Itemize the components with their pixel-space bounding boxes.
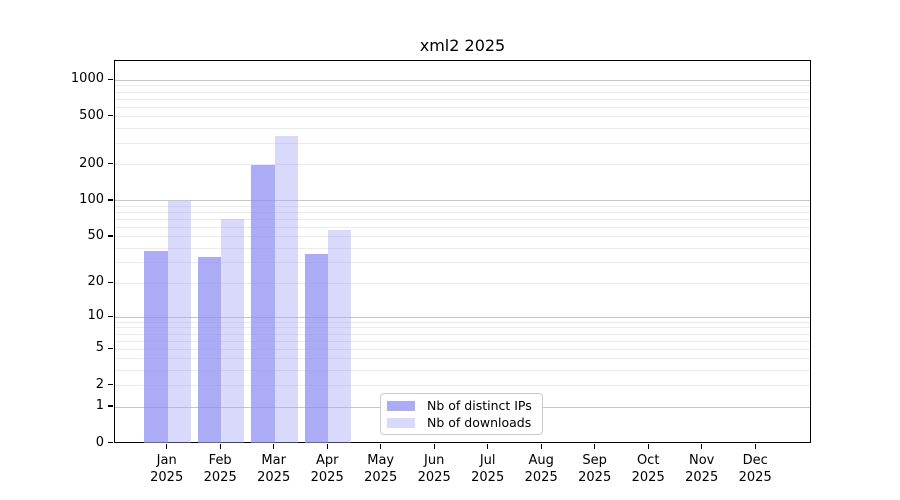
gridline-minor: [115, 116, 810, 118]
gridline-minor: [115, 321, 810, 323]
x-axis-label: Mar 2025: [257, 452, 291, 486]
bar-downloads-feb: [221, 218, 245, 444]
y-axis-label: 0: [95, 434, 104, 450]
x-axis-tick: [594, 443, 596, 449]
gridline-minor: [115, 340, 810, 342]
legend: Nb of distinct IPs Nb of downloads: [380, 393, 543, 435]
gridline-minor: [115, 385, 810, 387]
legend-swatch-downloads: [387, 417, 415, 428]
y-axis-tick: [107, 405, 113, 407]
gridline-major: [115, 200, 810, 202]
y-axis-label: 1: [95, 398, 104, 414]
x-axis-tick: [540, 443, 542, 449]
y-axis-label: 200: [79, 155, 104, 171]
x-axis-label: Jun 2025: [417, 452, 451, 486]
bar-downloads-mar: [274, 136, 298, 444]
legend-label-downloads: Nb of downloads: [427, 415, 532, 430]
y-axis-tick: [107, 78, 113, 80]
x-axis-label: Dec 2025: [738, 452, 772, 486]
x-axis-tick: [326, 443, 328, 449]
gridline-minor: [115, 218, 810, 220]
y-axis-label: 5: [95, 340, 104, 356]
x-axis-tick: [647, 443, 649, 449]
gridline-major: [115, 316, 810, 318]
y-axis-label: 500: [79, 107, 104, 123]
y-axis-tick: [107, 115, 113, 117]
y-axis-label: 10: [87, 308, 104, 324]
x-axis-label: Nov 2025: [685, 452, 719, 486]
gridline-minor: [115, 370, 810, 372]
y-axis-tick: [107, 315, 113, 318]
y-axis-label: 1000: [70, 71, 104, 87]
x-axis-tick: [754, 443, 756, 449]
gridline-minor: [115, 106, 810, 108]
bar-distinct-ips-jan: [144, 250, 168, 444]
bar-distinct-ips-feb: [197, 256, 222, 444]
x-axis-label: Jan 2025: [150, 452, 184, 486]
y-axis-tick: [107, 163, 113, 165]
x-axis-tick: [701, 443, 703, 449]
gridline-minor: [115, 98, 810, 100]
gridline-minor: [115, 226, 810, 228]
gridline-minor: [115, 282, 810, 284]
gridline-minor: [115, 164, 810, 166]
gridline-minor: [115, 262, 810, 264]
bar-downloads-apr: [328, 230, 352, 444]
x-axis-tick: [380, 443, 382, 449]
y-axis-label: 20: [87, 274, 104, 290]
x-axis-tick: [219, 443, 221, 449]
x-axis-tick: [273, 443, 275, 449]
y-axis-label: 2: [95, 376, 104, 392]
y-axis-label: 50: [87, 227, 104, 243]
x-axis-tick: [433, 443, 435, 449]
x-axis-label: May 2025: [364, 452, 398, 486]
gridline-minor: [115, 205, 810, 207]
x-axis-label: Feb 2025: [203, 452, 237, 486]
legend-label-distinct-ips: Nb of distinct IPs: [427, 398, 532, 413]
legend-swatch-distinct-ips: [387, 400, 415, 411]
bar-distinct-ips-apr: [304, 253, 329, 444]
gridline-minor: [115, 358, 810, 360]
x-axis-label: Sep 2025: [578, 452, 612, 486]
gridline-minor: [115, 91, 810, 93]
x-axis-tick: [166, 443, 168, 449]
y-axis-tick: [107, 199, 113, 201]
y-axis-tick: [107, 347, 113, 349]
y-axis-tick: [107, 281, 113, 284]
gridline-minor: [115, 327, 810, 329]
y-axis-tick: [107, 441, 113, 444]
x-axis-label: Oct 2025: [631, 452, 665, 486]
gridline-minor: [115, 348, 810, 350]
y-axis-tick: [107, 384, 113, 386]
legend-item-downloads: Nb of downloads: [387, 415, 534, 430]
x-axis-label: Jul 2025: [471, 452, 505, 486]
gridline-major: [115, 79, 810, 81]
chart-title: xml2 2025: [419, 36, 506, 55]
gridline-minor: [115, 85, 810, 87]
gridline-minor: [115, 127, 810, 129]
bar-downloads-jan: [167, 200, 191, 444]
x-axis-tick: [487, 443, 489, 449]
x-axis-label: Apr 2025: [310, 452, 344, 486]
gridline-minor: [115, 211, 810, 213]
gridline-minor: [115, 333, 810, 335]
plot-area: [114, 60, 811, 444]
bar-distinct-ips-mar: [251, 164, 275, 444]
gridline-minor: [115, 142, 810, 144]
y-axis-tick: [107, 235, 113, 237]
y-axis-label: 100: [79, 191, 104, 207]
gridline-minor: [115, 247, 810, 249]
gridline-minor: [115, 236, 810, 238]
x-axis-label: Aug 2025: [524, 452, 558, 486]
legend-item-distinct-ips: Nb of distinct IPs: [387, 398, 534, 413]
